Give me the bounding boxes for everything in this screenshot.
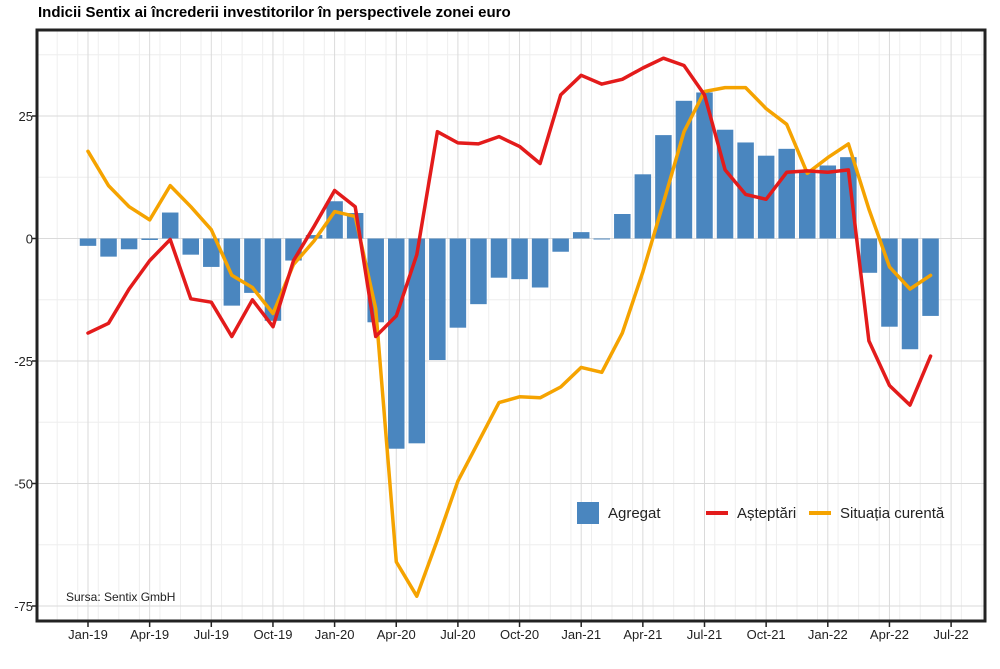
bar-agregat xyxy=(305,235,323,239)
legend: Agregat Așteptări Situația curentă xyxy=(577,502,945,524)
bar-agregat xyxy=(408,238,426,444)
legend-label-agregat: Agregat xyxy=(608,505,661,522)
bar-agregat xyxy=(675,100,693,239)
source-note: Sursa: Sentix GmbH xyxy=(66,590,175,604)
bar-agregat xyxy=(449,238,467,328)
bar-agregat xyxy=(819,165,837,239)
plot-frame xyxy=(35,28,987,623)
bar-agregat xyxy=(511,238,528,280)
x-tick-label: Jul-20 xyxy=(440,627,475,642)
bar-agregat xyxy=(552,238,569,252)
bar-agregat xyxy=(799,172,816,239)
y-tick-label: 25 xyxy=(19,109,33,124)
bar-agregat xyxy=(429,238,446,361)
bar-agregat xyxy=(881,238,898,327)
legend-label-asteptari: Așteptări xyxy=(737,505,796,522)
bar-agregat xyxy=(244,238,261,293)
x-tick-label: Apr-22 xyxy=(870,627,909,642)
x-tick-label: Oct-20 xyxy=(500,627,539,642)
bar-agregat xyxy=(203,238,220,267)
bar-agregat xyxy=(531,238,549,288)
x-tick-label: Jul-19 xyxy=(194,627,229,642)
x-axis: Jan-19 Apr-19 Jul-19 Oct-19 Jan-20 Apr-20 Jul-… xyxy=(68,621,969,642)
x-tick-label: Jan-21 xyxy=(561,627,601,642)
x-tick-label: Oct-19 xyxy=(253,627,292,642)
bar-agregat xyxy=(778,148,795,239)
series-lines xyxy=(86,56,933,598)
y-tick-label: -75 xyxy=(14,599,33,614)
x-tick-label: Jan-19 xyxy=(68,627,108,642)
bar-agregat xyxy=(572,232,590,239)
bar-agregat xyxy=(490,238,508,278)
chart-title: Indicii Sentix ai încrederii investitori… xyxy=(38,4,511,21)
bars-agregat xyxy=(79,92,939,449)
bar-agregat xyxy=(593,238,610,240)
bar-agregat xyxy=(860,238,878,273)
line-asteptari xyxy=(86,56,933,407)
y-tick-label: 0 xyxy=(26,232,33,247)
x-tick-label: Apr-19 xyxy=(130,627,169,642)
bar-agregat xyxy=(470,238,487,305)
x-tick-label: Apr-21 xyxy=(623,627,662,642)
x-tick-label: Jul-22 xyxy=(933,627,968,642)
bar-agregat xyxy=(614,214,631,239)
bar-agregat xyxy=(182,238,199,255)
grid-major xyxy=(37,30,985,621)
y-tick-label: -25 xyxy=(14,354,33,369)
x-tick-label: Oct-21 xyxy=(747,627,786,642)
x-tick-label: Apr-20 xyxy=(377,627,416,642)
bar-agregat xyxy=(901,238,919,350)
bar-agregat xyxy=(634,174,652,239)
legend-swatch-agregat xyxy=(577,502,599,524)
bar-agregat xyxy=(388,238,405,449)
bar-agregat xyxy=(161,212,179,239)
bar-agregat xyxy=(141,238,158,240)
bar-agregat xyxy=(737,142,754,239)
bar-agregat xyxy=(79,238,97,246)
bar-agregat xyxy=(120,238,138,250)
legend-label-situatia-curenta: Situația curentă xyxy=(840,505,945,522)
y-axis: 25 0 -25 -50 -75 xyxy=(14,109,37,614)
x-tick-label: Jan-22 xyxy=(808,627,848,642)
bar-agregat xyxy=(326,201,343,239)
line-situatia-curenta xyxy=(86,85,933,598)
x-tick-label: Jul-21 xyxy=(687,627,722,642)
y-tick-label: -50 xyxy=(14,477,33,492)
bar-agregat xyxy=(696,92,713,239)
grid-minor xyxy=(37,30,985,621)
x-tick-label: Jan-20 xyxy=(315,627,355,642)
bar-agregat xyxy=(100,238,117,257)
